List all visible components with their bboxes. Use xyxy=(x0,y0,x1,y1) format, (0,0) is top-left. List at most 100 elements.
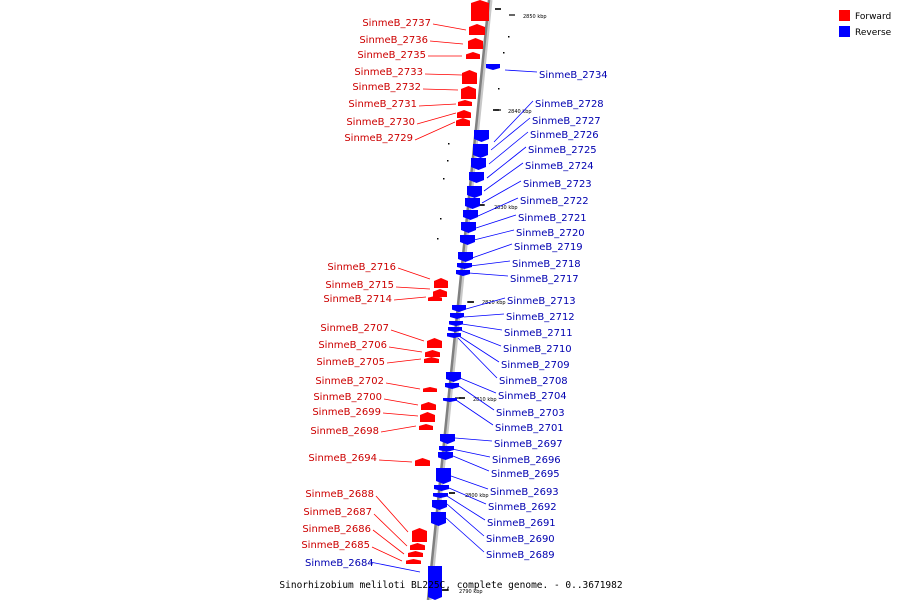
gene-feature xyxy=(420,412,435,422)
gene-feature xyxy=(467,186,482,198)
gene-label-reverse: SinmeB_2719 xyxy=(514,242,583,253)
leader-line-reverse xyxy=(459,377,497,394)
leader-line-reverse xyxy=(369,561,421,573)
gene-feature xyxy=(458,252,473,262)
gene-label-reverse: SinmeB_2691 xyxy=(487,518,556,529)
gene-feature xyxy=(432,500,447,510)
gene-feature xyxy=(460,235,475,245)
leader-line-reverse xyxy=(471,243,513,259)
scale-tick-label: 2820 kbp xyxy=(482,300,506,306)
gene-labels: SinmeB_2737 SinmeB_2736 SinmeB_2735 SinmeB_… xyxy=(301,18,607,569)
gene-feature xyxy=(406,559,421,564)
scale-tick-label: 2810 kbp xyxy=(473,397,497,403)
gene-feature xyxy=(471,0,489,21)
scale-tick-label: 2790 kbp xyxy=(459,589,483,595)
gene-label-reverse: SinmeB_2726 xyxy=(530,130,599,141)
gene-label-reverse: SinmeB_2684 xyxy=(305,558,374,569)
gene-feature xyxy=(461,86,476,99)
gene-feature xyxy=(465,198,480,209)
minor-tick xyxy=(503,52,505,54)
gene-label-reverse: SinmeB_2697 xyxy=(494,439,563,450)
gene-label-reverse: SinmeB_2690 xyxy=(486,534,555,545)
gene-label-forward: SinmeB_2729 xyxy=(344,133,413,144)
leader-line-reverse xyxy=(486,146,527,179)
leader-line-forward xyxy=(393,296,427,301)
gene-label-reverse: SinmeB_2724 xyxy=(525,161,594,172)
leader-line-reverse xyxy=(493,100,534,143)
leader-line-forward xyxy=(372,529,405,555)
gene-label-forward: SinmeB_2733 xyxy=(354,67,423,78)
gene-feature xyxy=(473,144,488,158)
gene-feature xyxy=(463,210,478,220)
leader-line-forward xyxy=(378,459,413,463)
leader-line-reverse xyxy=(469,260,511,267)
gene-feature xyxy=(408,551,423,557)
gene-feature xyxy=(452,305,466,312)
legend-reverse-label: Reverse xyxy=(855,28,892,38)
gene-label-forward: SinmeB_2736 xyxy=(359,35,428,46)
gene-feature xyxy=(461,222,476,233)
leader-line-reverse xyxy=(445,517,485,553)
gene-label-reverse: SinmeB_2701 xyxy=(495,423,564,434)
gene-label-forward: SinmeB_2706 xyxy=(318,340,387,351)
legend: Forward Reverse xyxy=(839,10,892,38)
leader-line-forward xyxy=(382,412,419,417)
gene-label-forward: SinmeB_2698 xyxy=(310,426,379,437)
leader-line-reverse xyxy=(458,335,500,363)
gene-feature xyxy=(428,296,442,301)
gene-label-reverse: SinmeB_2693 xyxy=(490,487,559,498)
leader-line-reverse xyxy=(457,337,498,379)
minor-tick xyxy=(443,178,445,180)
gene-label-reverse: SinmeB_2704 xyxy=(498,391,567,402)
leader-line-forward xyxy=(395,286,431,290)
leader-line-reverse xyxy=(446,503,485,537)
gene-feature xyxy=(446,372,461,382)
gene-feature xyxy=(458,100,472,106)
leader-line-reverse xyxy=(452,455,490,472)
gene-label-reverse: SinmeB_2725 xyxy=(528,145,597,156)
gene-label-forward: SinmeB_2702 xyxy=(315,376,384,387)
leader-line-reverse xyxy=(454,437,493,442)
gene-feature xyxy=(423,387,437,392)
gene-label-reverse: SinmeB_2695 xyxy=(491,469,560,480)
gene-label-forward: SinmeB_2737 xyxy=(362,18,431,29)
legend-reverse-swatch xyxy=(839,26,850,37)
gene-label-reverse: SinmeB_2713 xyxy=(507,296,576,307)
gene-label-reverse: SinmeB_2711 xyxy=(504,328,573,339)
label-leader-lines xyxy=(369,23,538,573)
leader-line-forward xyxy=(383,398,419,406)
gene-feature xyxy=(431,512,446,526)
gene-label-reverse: SinmeB_2712 xyxy=(506,312,575,323)
gene-label-forward: SinmeB_2687 xyxy=(303,507,372,518)
leader-line-reverse xyxy=(504,69,538,73)
gene-feature xyxy=(415,458,430,466)
gene-feature xyxy=(457,110,471,118)
gene-feature xyxy=(438,452,453,460)
leader-line-reverse xyxy=(450,475,489,490)
scale-tick-label: 2850 kbp xyxy=(523,14,547,20)
leader-line-forward xyxy=(429,40,464,45)
leader-line-reverse xyxy=(461,323,503,331)
leader-line-reverse xyxy=(481,180,522,204)
leader-line-reverse xyxy=(448,487,487,505)
gene-label-reverse: SinmeB_2710 xyxy=(503,344,572,355)
gene-features xyxy=(406,0,500,600)
leader-line-reverse xyxy=(490,117,531,151)
leader-line-reverse xyxy=(473,229,515,241)
legend-forward-label: Forward xyxy=(855,12,891,22)
leader-line-forward xyxy=(424,73,463,76)
minor-tick xyxy=(440,218,442,220)
legend-forward-swatch xyxy=(839,10,850,21)
leader-line-forward xyxy=(380,425,417,433)
leader-line-reverse xyxy=(477,197,519,217)
leader-line-reverse xyxy=(468,272,509,277)
gene-feature xyxy=(469,172,484,183)
leader-line-reverse xyxy=(455,399,494,426)
gene-label-forward: SinmeB_2686 xyxy=(302,524,371,535)
gene-feature xyxy=(445,383,459,389)
leader-line-reverse xyxy=(488,131,529,165)
gene-feature xyxy=(457,263,472,269)
gene-feature xyxy=(449,321,463,326)
gene-feature xyxy=(450,313,464,319)
gene-feature xyxy=(448,327,462,332)
